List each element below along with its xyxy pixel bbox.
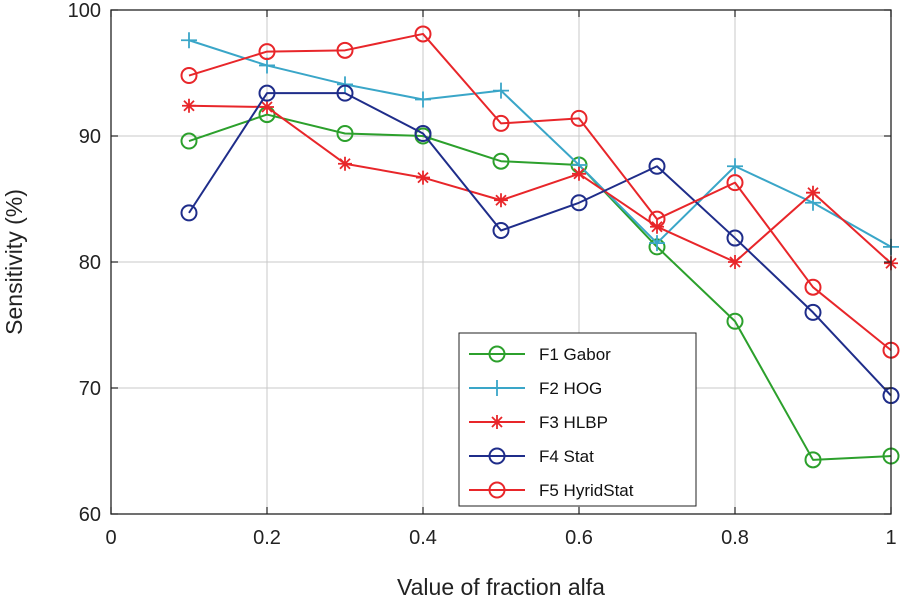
ticks: 0 0.2 0.4 0.6 0.8 1 60 70 80 90 100: [68, 0, 897, 549]
series-line-f1-gabor: [188, 113, 892, 461]
x-tick-label: 1: [885, 527, 896, 549]
data-point-f3-hlbp: [338, 156, 352, 171]
x-tick-label: 0: [105, 527, 116, 549]
series-line-f2-hog: [188, 39, 892, 248]
y-tick-label: 100: [68, 0, 101, 22]
legend-label: F4 Stat: [539, 447, 594, 466]
series-layer: [180, 25, 900, 469]
data-point-f4-stat: [414, 124, 432, 142]
x-tick-label: 0.6: [565, 527, 593, 549]
data-point-f5-hyridstat: [336, 41, 354, 59]
legend-marker: [488, 345, 506, 363]
legend-marker: [488, 447, 506, 465]
data-point-f2-hog: [415, 91, 431, 108]
data-point-f4-stat: [804, 303, 822, 321]
legend-item-f1-gabor: F1 Gabor: [469, 345, 611, 364]
legend-label: F5 HyridStat: [539, 481, 634, 500]
legend-marker: [489, 380, 505, 396]
legend-item-f3-hlbp: F3 HLBP: [469, 413, 608, 432]
data-point-f5-hyridstat: [570, 109, 588, 127]
data-point-f4-stat: [726, 229, 744, 247]
data-point-f3-hlbp: [572, 166, 586, 181]
legend-label: F2 HOG: [539, 379, 602, 398]
series-line-f3-hlbp: [188, 104, 892, 265]
series-f5-hyridstat: [180, 25, 900, 359]
data-point-f3-hlbp: [494, 193, 508, 208]
data-point-f1-gabor: [804, 451, 822, 469]
x-tick-label: 0.2: [253, 527, 281, 549]
legend-label: F3 HLBP: [539, 413, 608, 432]
data-point-f1-gabor: [180, 132, 198, 150]
data-point-f3-hlbp: [182, 98, 196, 113]
data-point-f5-hyridstat: [258, 43, 276, 61]
y-tick-label: 70: [79, 378, 101, 400]
data-point-f3-hlbp: [806, 185, 820, 200]
data-point-f3-hlbp: [260, 100, 274, 115]
data-point-f5-hyridstat: [804, 278, 822, 296]
data-point-f4-stat: [336, 84, 354, 102]
legend-item-f5-hyridstat: F5 HyridStat: [469, 481, 634, 500]
data-point-f2-hog: [493, 82, 509, 99]
data-point-f4-stat: [180, 204, 198, 222]
data-point-f1-gabor: [336, 124, 354, 142]
legend-label: F1 Gabor: [539, 345, 611, 364]
x-axis-label: Value of fraction alfa: [397, 574, 605, 600]
data-point-f5-hyridstat: [648, 210, 666, 228]
series-f4-stat: [180, 84, 900, 405]
x-tick-label: 0.8: [721, 527, 749, 549]
series-f3-hlbp: [182, 98, 898, 271]
data-point-f5-hyridstat: [726, 174, 744, 192]
x-tick-label: 0.4: [409, 527, 437, 549]
y-tick-label: 90: [79, 126, 101, 148]
data-point-f1-gabor: [726, 312, 744, 330]
series-f2-hog: [181, 32, 899, 255]
y-axis-label: Sensitivity (%): [1, 189, 27, 335]
data-point-f2-hog: [259, 57, 275, 74]
data-point-f4-stat: [570, 194, 588, 212]
data-point-f2-hog: [649, 235, 665, 252]
data-point-f4-stat: [492, 222, 510, 239]
data-point-f2-hog: [337, 76, 353, 93]
data-point-f3-hlbp: [416, 170, 430, 185]
data-point-f3-hlbp: [728, 255, 742, 269]
series-line-f4-stat: [188, 92, 892, 397]
legend-marker: [490, 415, 504, 429]
series-line-f5-hyridstat: [188, 32, 892, 351]
data-point-f4-stat: [648, 157, 666, 175]
legend-item-f2-hog: F2 HOG: [469, 379, 602, 398]
y-tick-label: 60: [79, 504, 101, 526]
data-point-f1-gabor: [492, 152, 510, 170]
legend: F1 Gabor F2 HOG F3 HLBP F4 Stat F5 HyridStat: [458, 332, 697, 507]
data-point-f5-hyridstat: [414, 25, 432, 43]
data-point-f2-hog: [181, 32, 197, 49]
data-point-f4-stat: [258, 84, 276, 102]
data-point-f5-hyridstat: [180, 67, 198, 85]
legend-item-f4-stat: F4 Stat: [469, 447, 594, 466]
y-tick-label: 80: [79, 252, 101, 274]
data-point-f5-hyridstat: [492, 114, 510, 132]
legend-marker: [488, 481, 506, 499]
data-point-f2-hog: [727, 158, 743, 175]
